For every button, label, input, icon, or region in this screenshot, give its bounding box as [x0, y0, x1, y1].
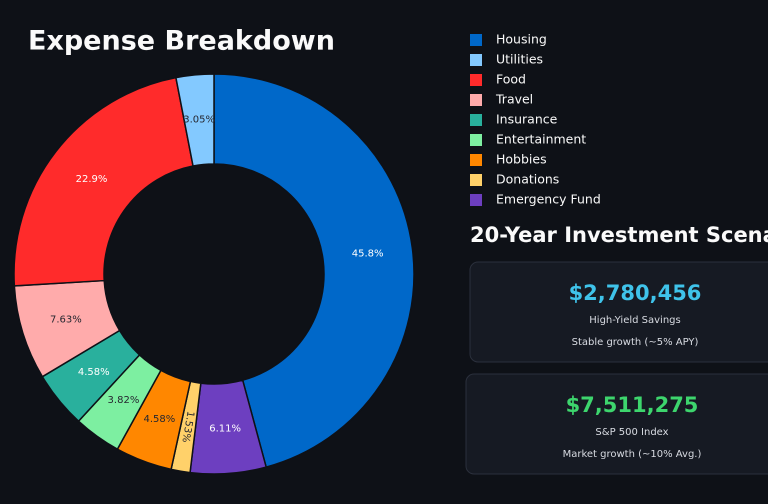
legend-label: Insurance	[496, 112, 558, 127]
slice-label: 1.53%	[179, 410, 195, 443]
legend-swatch	[470, 34, 482, 46]
slice-label: 3.05%	[183, 115, 215, 126]
card	[469, 261, 768, 363]
legend: Housing Utilities Food Travel Insurance Enter…	[470, 32, 601, 207]
legend-swatch	[470, 94, 482, 106]
slice-label: 4.58%	[144, 414, 176, 425]
slice-label: 45.8%	[352, 249, 384, 260]
card-description: Market growth (~10% Avg.)	[563, 449, 702, 460]
legend-swatch	[470, 114, 482, 126]
legend-label: Hobbies	[496, 152, 547, 167]
slice-label: 6.11%	[209, 424, 241, 435]
legend-label: Emergency Fund	[496, 192, 601, 207]
card-amount: $2,780,456	[569, 281, 702, 305]
section-title: 20-Year Investment Scenarios	[470, 223, 768, 247]
legend-swatch	[470, 174, 482, 186]
legend-swatch	[470, 74, 482, 86]
card-label: High-Yield Savings	[589, 315, 680, 326]
card-amount: $7,511,275	[566, 393, 699, 417]
pie-slice	[175, 73, 215, 167]
legend-label: Donations	[496, 172, 559, 187]
legend-swatch	[470, 194, 482, 206]
legend-label: Entertainment	[496, 132, 586, 147]
legend-swatch	[470, 154, 482, 166]
legend-label: Housing	[496, 32, 547, 47]
donut-chart: 45.8%6.11%1.53%4.58%3.82%4.58%7.63%22.9%…	[13, 73, 415, 475]
card-description: Stable growth (~5% APY)	[572, 337, 699, 348]
legend-label: Utilities	[496, 52, 543, 67]
pie-slice	[13, 76, 194, 287]
chart-title: Expense Breakdown	[28, 26, 335, 57]
legend-label: Food	[496, 72, 526, 87]
slice-label: 22.9%	[76, 174, 108, 185]
card	[465, 373, 768, 475]
slice-label: 7.63%	[50, 315, 82, 326]
card-label: S&P 500 Index	[595, 427, 668, 438]
legend-swatch	[470, 54, 482, 66]
slice-label: 3.82%	[108, 395, 140, 406]
slice-label: 4.58%	[78, 367, 110, 378]
legend-label: Travel	[495, 92, 533, 107]
pie-slice	[213, 73, 415, 468]
cards: $2,780,456 High-Yield Savings Stable growt…	[465, 261, 768, 475]
legend-swatch	[470, 134, 482, 146]
